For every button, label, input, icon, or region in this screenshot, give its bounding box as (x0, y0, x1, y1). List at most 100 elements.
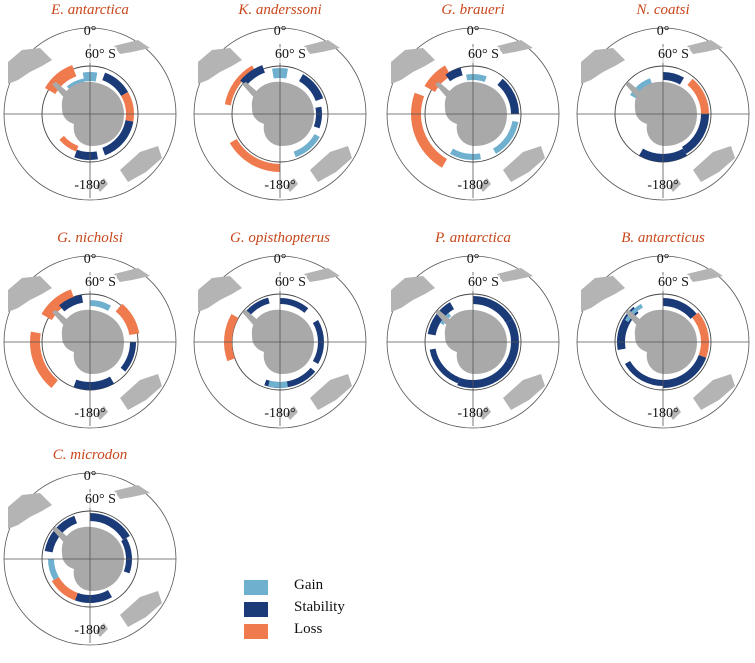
label-180-degrees: -180° (457, 178, 489, 193)
australia-land (310, 146, 352, 182)
australia-land (120, 374, 162, 410)
polar-map (386, 27, 560, 201)
polar-map (3, 472, 177, 646)
south-america-land (8, 276, 52, 312)
legend-swatch-gain (244, 580, 268, 595)
distribution-stability-band (663, 298, 697, 319)
label-0-degrees: 0° (273, 24, 287, 39)
label-180-degrees: -180° (264, 406, 296, 421)
label-60s: 60° S (84, 492, 117, 508)
distribution-loss-band (115, 303, 140, 336)
distribution-loss-band (411, 92, 447, 168)
label-60s: 60° S (467, 275, 500, 291)
new-zealand-land (286, 178, 298, 192)
africa-land (687, 40, 723, 54)
distribution-gain-band (293, 134, 320, 158)
distribution-stability-band (280, 298, 309, 313)
australia-land (693, 374, 735, 410)
map-panel: P. antarctica 0° 60° S -180° (383, 228, 563, 438)
label-0-degrees: 0° (273, 252, 287, 267)
polar-map (386, 255, 560, 429)
australia-land (120, 146, 162, 182)
distribution-stability-band (120, 342, 136, 372)
south-america-land (198, 48, 242, 84)
map-panel: B. antarcticus 0° 60° S -180° (573, 228, 753, 438)
label-0-degrees: 0° (83, 252, 97, 267)
distribution-stability-band (74, 590, 112, 603)
species-title: G. opisthopterus (229, 230, 330, 246)
distribution-stability-band (663, 72, 684, 85)
distribution-loss-band (59, 135, 79, 152)
distribution-stability-band (624, 361, 663, 386)
polar-map (3, 255, 177, 429)
distribution-stability-band (429, 348, 461, 384)
distribution-stability-band (121, 538, 133, 574)
legend-item-loss: Loss (238, 620, 368, 642)
new-zealand-land (286, 406, 298, 420)
polar-map (3, 27, 177, 201)
label-60s: 60° S (657, 47, 690, 63)
africa-land (497, 40, 533, 54)
south-america-land (198, 276, 242, 312)
label-180-degrees: -180° (74, 406, 106, 421)
legend-label-gain: Gain (294, 577, 324, 593)
map-panel: N. coatsi 0° 60° S -180° (573, 0, 753, 210)
distribution-stability-band (457, 361, 513, 388)
distribution-loss-band (29, 331, 58, 388)
map-panel: G. opisthopterus 0° 60° S -180° (190, 228, 370, 438)
label-180-degrees: -180° (647, 178, 679, 193)
legend-swatch-stability (244, 602, 268, 617)
species-title: E. antarctica (51, 2, 129, 18)
label-180-degrees: -180° (647, 406, 679, 421)
species-title: P. antarctica (435, 230, 511, 246)
label-60s: 60° S (84, 47, 117, 63)
distribution-stability-band (90, 513, 130, 540)
distribution-gain-band (493, 120, 519, 154)
label-180-degrees: -180° (264, 178, 296, 193)
australia-land (503, 374, 545, 410)
australia-land (693, 146, 735, 182)
south-america-land (8, 493, 52, 529)
distribution-stability-band (445, 67, 463, 82)
new-zealand-land (669, 406, 681, 420)
distribution-stability-band (244, 297, 270, 317)
south-america-land (391, 276, 435, 312)
distribution-stability-band (74, 149, 98, 161)
legend: Gain Stability Loss (238, 576, 368, 642)
africa-land (114, 268, 150, 282)
label-0-degrees: 0° (83, 469, 97, 484)
africa-land (497, 268, 533, 282)
new-zealand-land (96, 178, 108, 192)
label-180-degrees: -180° (74, 178, 106, 193)
polar-map (193, 27, 367, 201)
species-title: G. nicholsi (57, 230, 123, 246)
label-0-degrees: 0° (83, 24, 97, 39)
distribution-loss-band (44, 65, 77, 94)
australia-land (120, 591, 162, 627)
new-zealand-land (96, 406, 108, 420)
legend-label-loss: Loss (294, 621, 323, 637)
legend-item-gain: Gain (238, 576, 368, 598)
species-title: K. anderssoni (238, 2, 322, 18)
distribution-loss-band (424, 65, 451, 92)
species-title: C. microdon (52, 447, 128, 463)
label-0-degrees: 0° (656, 252, 670, 267)
australia-land (503, 146, 545, 182)
new-zealand-land (96, 623, 108, 637)
distribution-stability-band (427, 302, 454, 336)
distribution-stability-band (299, 74, 324, 102)
distribution-stability-band (240, 65, 265, 86)
distribution-loss-band (224, 314, 239, 362)
distribution-loss-band (229, 139, 280, 172)
distribution-stability-band (102, 120, 134, 156)
south-america-land (8, 48, 52, 84)
polar-map (576, 27, 750, 201)
distribution-stability-band (313, 106, 322, 129)
australia-land (310, 374, 352, 410)
label-60s: 60° S (657, 275, 690, 291)
distribution-stability-band (59, 294, 84, 312)
africa-land (304, 268, 340, 282)
label-60s: 60° S (274, 275, 307, 291)
label-0-degrees: 0° (656, 24, 670, 39)
distribution-stability-band (497, 78, 519, 114)
